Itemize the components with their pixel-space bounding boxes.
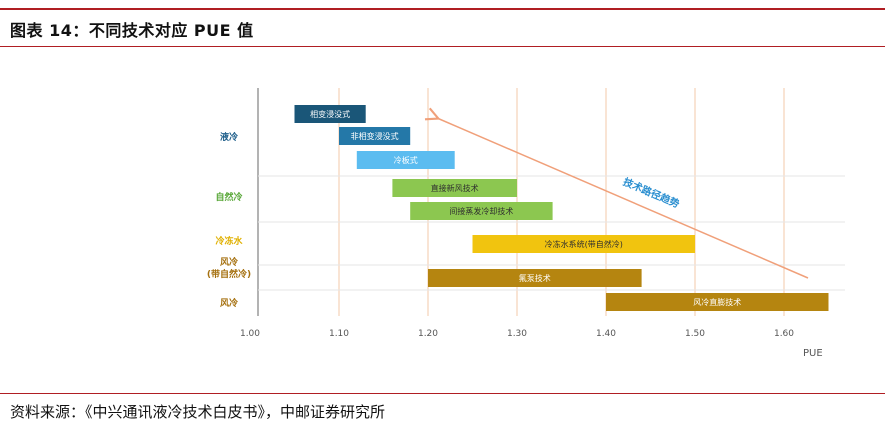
range-bar (410, 202, 553, 220)
title-rule (0, 46, 885, 47)
category-label-line: 风冷 (220, 297, 238, 309)
x-tick-label: 1.30 (507, 329, 527, 339)
category-label: 液冷 (220, 131, 238, 143)
category-label-line: 液冷 (220, 131, 238, 143)
x-tick-label: 1.40 (596, 329, 616, 339)
category-label: 风冷 (220, 297, 238, 309)
source-note: 资料来源：《中兴通讯液冷技术白皮书》，中邮证券研究所 (10, 403, 386, 421)
bar-label: 相变浸没式 (310, 109, 350, 119)
category-label-line: 风冷 (220, 256, 238, 268)
x-tick-label: 1.60 (774, 329, 794, 339)
category-label-line: 自然冷 (215, 191, 242, 203)
x-tick-label: 1.00 (240, 329, 260, 339)
range-bar (428, 269, 642, 287)
category-label-line: (带自然冷) (207, 268, 251, 280)
bar-label: 风冷直膨技术 (693, 297, 741, 307)
bar-label: 直接新风技术 (431, 183, 479, 193)
top-rule (0, 8, 885, 10)
category-label: 冷冻水 (215, 235, 243, 247)
bar-label: 间接蒸发冷却技术 (449, 206, 513, 216)
range-bar (472, 235, 695, 253)
bar-label: 冷冻水系统(带自然冷) (545, 239, 623, 249)
bar-label: 冷板式 (394, 155, 418, 165)
trend-arrow (437, 118, 809, 279)
x-tick-label: 1.10 (329, 329, 349, 339)
bottom-rule (0, 393, 885, 394)
figure-title: 图表 14：不同技术对应 PUE 值 (10, 21, 254, 40)
range-bar (294, 105, 366, 123)
range-bar (339, 127, 411, 145)
category-label: 风冷(带自然冷) (207, 256, 251, 280)
x-axis-label: PUE (803, 348, 823, 359)
range-bar (356, 151, 455, 169)
range-bar (606, 293, 829, 311)
bar-label: 氟泵技术 (519, 273, 551, 283)
range-bar (392, 179, 517, 197)
x-tick-label: 1.20 (418, 329, 438, 339)
x-tick-label: 1.50 (685, 329, 705, 339)
bar-label: 非相变浸没式 (351, 131, 399, 141)
category-label: 自然冷 (215, 191, 242, 203)
category-label-line: 冷冻水 (215, 235, 243, 247)
